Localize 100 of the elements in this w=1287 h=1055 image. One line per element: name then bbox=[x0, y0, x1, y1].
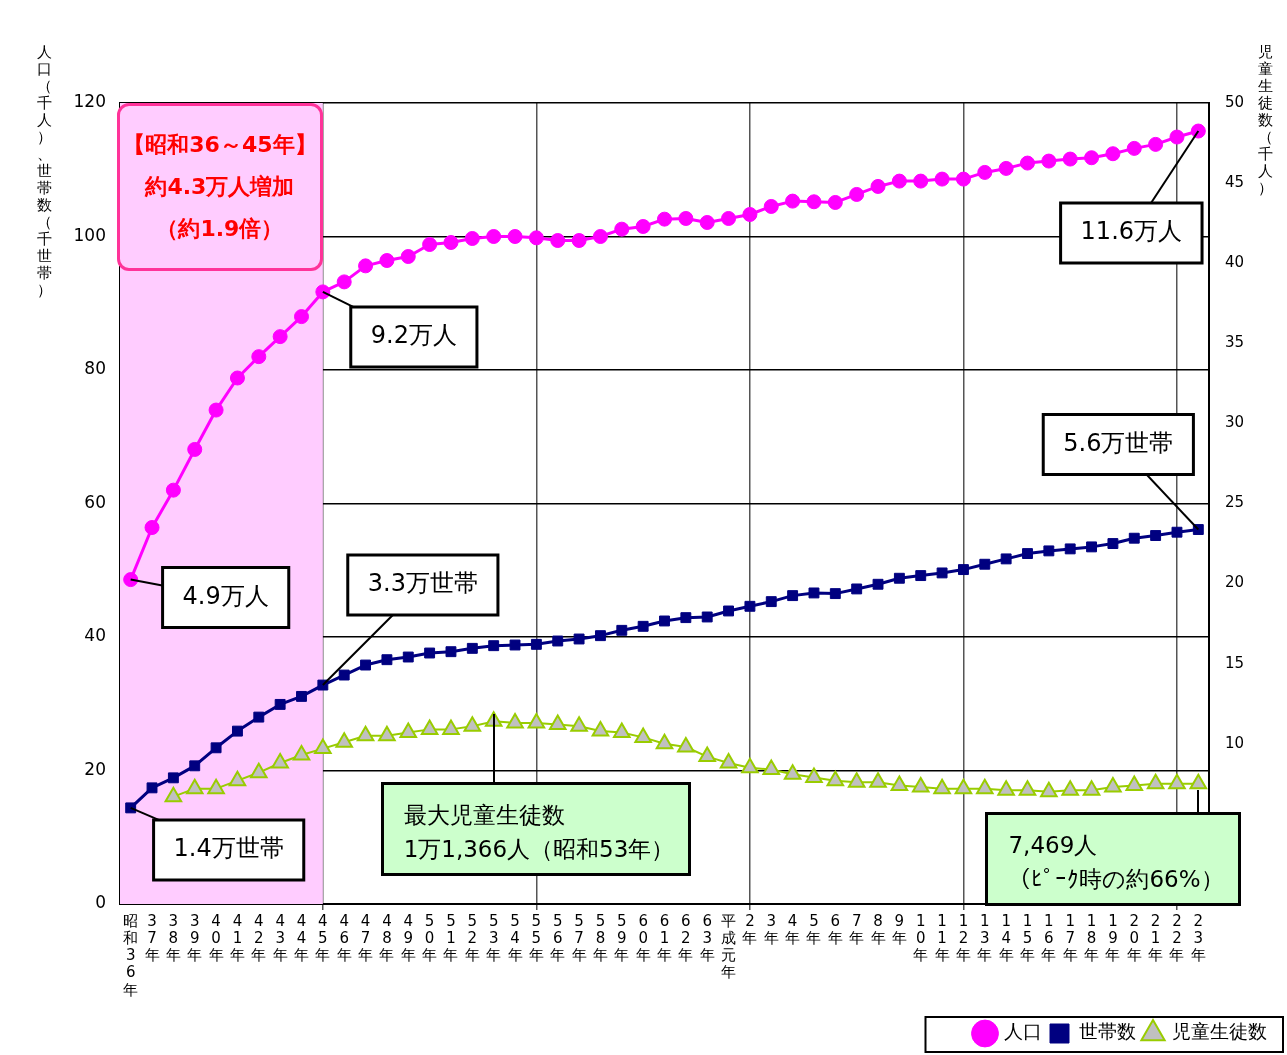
point bbox=[315, 284, 331, 300]
text: 人口（千人）、世帯数（千世帯） bbox=[37, 43, 52, 299]
point bbox=[314, 738, 332, 755]
point bbox=[979, 558, 991, 570]
point bbox=[635, 218, 651, 234]
point bbox=[527, 712, 546, 729]
point bbox=[1104, 777, 1122, 793]
point bbox=[783, 764, 802, 780]
callout-box: 【昭和36～45年】約4.3万人増加（約1.9倍） bbox=[117, 103, 323, 271]
x-tick-label: 14年 bbox=[998, 911, 1014, 965]
point bbox=[594, 630, 606, 642]
point bbox=[678, 210, 694, 226]
point bbox=[1189, 773, 1208, 790]
y-tick-label: 40 bbox=[84, 625, 106, 646]
point bbox=[977, 164, 993, 180]
point bbox=[1061, 780, 1079, 796]
point bbox=[1082, 780, 1101, 796]
point bbox=[335, 732, 353, 748]
point bbox=[808, 587, 820, 599]
x-tick-label: 48年 bbox=[379, 911, 395, 965]
point bbox=[701, 611, 713, 623]
annotation: 11.6万人 bbox=[1080, 217, 1183, 246]
point bbox=[294, 309, 309, 325]
point bbox=[659, 615, 670, 627]
point bbox=[934, 171, 950, 187]
x-tick-label: 38年 bbox=[165, 911, 181, 965]
x-tick-label: 21年 bbox=[1148, 911, 1164, 965]
x-tick-label: 9年 bbox=[891, 911, 907, 947]
point bbox=[570, 716, 588, 732]
point bbox=[616, 624, 628, 636]
x-tick-label: 42年 bbox=[251, 911, 267, 965]
point bbox=[614, 221, 630, 237]
point bbox=[292, 745, 311, 761]
point bbox=[957, 564, 969, 576]
point bbox=[1022, 548, 1033, 560]
point bbox=[1169, 129, 1185, 145]
point bbox=[381, 654, 393, 666]
point bbox=[847, 772, 866, 788]
x-tick-label: 46年 bbox=[336, 911, 352, 965]
y-tick-label: 20 bbox=[84, 758, 106, 779]
point bbox=[164, 786, 183, 803]
point bbox=[742, 206, 758, 222]
y2-tick-label: 30 bbox=[1225, 413, 1245, 432]
point bbox=[955, 171, 971, 187]
point bbox=[1041, 153, 1057, 169]
point bbox=[250, 762, 268, 779]
point bbox=[1107, 538, 1119, 549]
x-tick-label: 40年 bbox=[208, 911, 224, 965]
point bbox=[637, 620, 649, 632]
y2-tick-label: 50 bbox=[1225, 92, 1245, 111]
point bbox=[463, 716, 482, 732]
point bbox=[680, 612, 692, 624]
point bbox=[1040, 781, 1058, 798]
x-tick-label: 13年 bbox=[977, 911, 993, 965]
point bbox=[933, 778, 951, 795]
point bbox=[829, 588, 841, 600]
point bbox=[185, 778, 204, 795]
x-tick-label: 41年 bbox=[229, 911, 245, 965]
point bbox=[552, 635, 564, 647]
x-tick-label: 16年 bbox=[1041, 911, 1057, 965]
point bbox=[911, 777, 930, 793]
x-tick-label: 6年 bbox=[827, 911, 843, 947]
annotation: 最大児童生徒数 1万1,366人（昭和53年） bbox=[403, 801, 676, 864]
x-tick-label: 45年 bbox=[315, 911, 331, 965]
point bbox=[210, 742, 222, 754]
annotation: 7,469人（ﾋﾟｰｸ時の約66%） bbox=[1008, 831, 1225, 894]
point bbox=[1020, 155, 1035, 171]
point bbox=[228, 770, 247, 787]
point bbox=[891, 173, 907, 189]
point bbox=[464, 231, 480, 246]
point bbox=[954, 778, 973, 795]
point bbox=[872, 578, 884, 590]
point bbox=[1126, 140, 1142, 156]
x-tick-label: 7年 bbox=[849, 911, 865, 947]
point bbox=[698, 746, 716, 763]
point bbox=[400, 249, 416, 265]
point bbox=[356, 725, 375, 742]
point bbox=[488, 640, 500, 652]
annotation: 9.2万人 bbox=[370, 321, 457, 350]
point bbox=[253, 711, 265, 723]
point bbox=[997, 780, 1015, 796]
y-tick-label: 80 bbox=[84, 358, 106, 379]
point bbox=[765, 596, 777, 608]
point bbox=[360, 659, 372, 671]
point bbox=[699, 214, 715, 230]
x-tick-label: 20年 bbox=[1126, 911, 1142, 965]
point bbox=[744, 600, 756, 612]
x-tick-label: 54年 bbox=[507, 911, 523, 965]
point bbox=[806, 194, 822, 210]
point bbox=[466, 642, 478, 654]
point bbox=[655, 733, 674, 750]
x-tick-label: 57年 bbox=[571, 911, 587, 965]
x-tick-label: 39年 bbox=[187, 911, 203, 965]
point bbox=[1018, 780, 1037, 796]
x-tick-label: 12年 bbox=[955, 911, 971, 965]
x-tick-label: 56年 bbox=[550, 911, 566, 965]
x-tick-label: 8年 bbox=[870, 911, 886, 947]
point bbox=[719, 753, 738, 769]
point bbox=[1168, 773, 1186, 790]
point bbox=[869, 772, 887, 788]
